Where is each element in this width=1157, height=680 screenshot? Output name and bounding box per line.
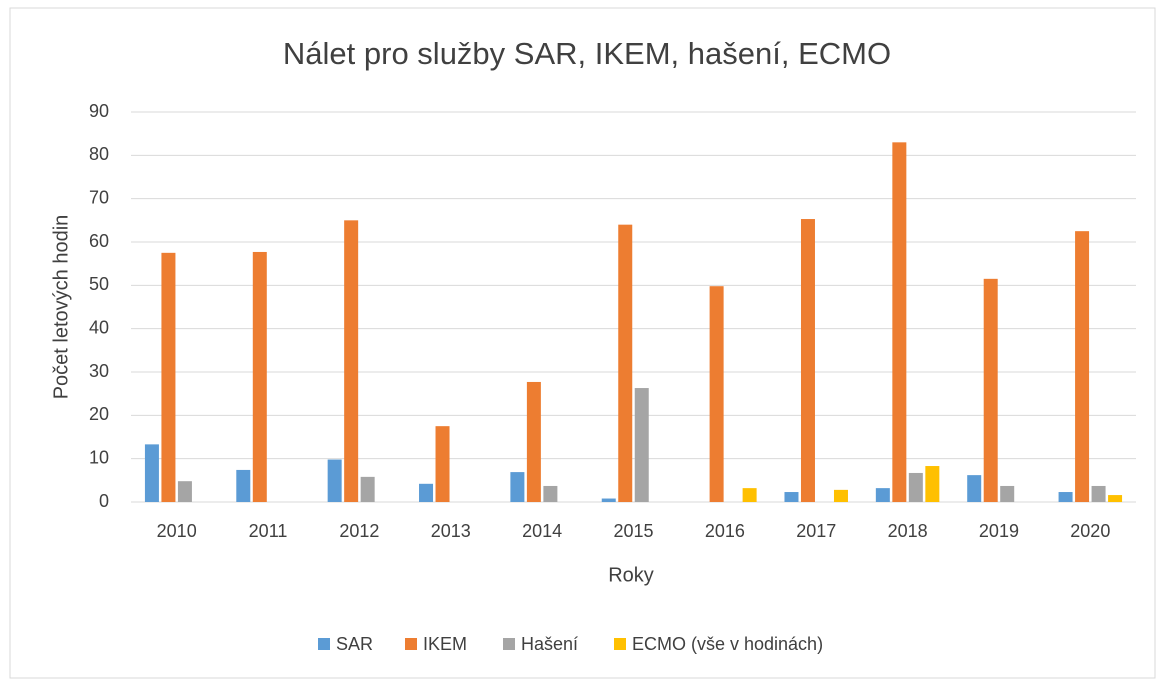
y-axis-label: Počet letových hodin xyxy=(50,215,72,400)
legend-swatch xyxy=(318,638,330,650)
bar xyxy=(742,488,757,502)
y-tick-label: 20 xyxy=(89,404,109,424)
y-tick-label: 50 xyxy=(89,274,109,294)
bar xyxy=(967,475,982,502)
bar xyxy=(1108,495,1123,502)
bar xyxy=(618,224,633,502)
bar xyxy=(360,476,375,502)
y-tick-label: 90 xyxy=(89,101,109,121)
y-tick-label: 60 xyxy=(89,231,109,251)
x-tick-label: 2015 xyxy=(613,521,653,541)
y-tick-label: 80 xyxy=(89,144,109,164)
bar xyxy=(144,444,159,502)
legend-swatch xyxy=(503,638,515,650)
x-tick-label: 2020 xyxy=(1070,521,1110,541)
x-tick-label: 2011 xyxy=(249,521,288,541)
x-tick-label: 2012 xyxy=(339,521,379,541)
bar xyxy=(236,469,251,502)
bar xyxy=(892,142,907,503)
bar xyxy=(1091,485,1106,502)
bar xyxy=(344,220,359,503)
bar xyxy=(875,488,890,502)
legend-label: Hašení xyxy=(521,634,578,654)
bar xyxy=(510,472,525,502)
bar xyxy=(327,459,342,502)
bar xyxy=(161,252,176,502)
x-tick-label: 2016 xyxy=(705,521,745,541)
y-tick-label: 0 xyxy=(99,491,109,511)
x-tick-label: 2010 xyxy=(157,521,197,541)
bar xyxy=(1058,492,1073,502)
y-tick-label: 40 xyxy=(89,317,109,337)
bar xyxy=(833,489,848,502)
x-tick-label: 2014 xyxy=(522,521,562,541)
y-tick-label: 10 xyxy=(89,447,109,467)
legend-label: IKEM xyxy=(423,634,467,654)
bar xyxy=(1000,485,1015,502)
bar xyxy=(543,485,558,502)
x-tick-label: 2013 xyxy=(431,521,471,541)
x-tick-label: 2019 xyxy=(979,521,1019,541)
legend-label: SAR xyxy=(336,634,373,654)
bar xyxy=(1075,231,1090,502)
bar xyxy=(634,388,649,502)
x-tick-label: 2018 xyxy=(888,521,928,541)
legend-swatch xyxy=(405,638,417,650)
bar xyxy=(709,286,724,502)
bar xyxy=(177,481,192,502)
bar xyxy=(925,466,940,502)
chart-title: Nálet pro služby SAR, IKEM, hašení, ECMO xyxy=(283,36,891,71)
bar xyxy=(419,483,434,502)
bar xyxy=(252,251,267,502)
legend-label: ECMO (vše v hodinách) xyxy=(632,634,823,654)
x-tick-label: 2017 xyxy=(796,521,836,541)
bar xyxy=(435,426,450,502)
y-tick-label: 30 xyxy=(89,361,109,381)
bar xyxy=(601,498,616,502)
x-axis-label: Roky xyxy=(608,564,654,586)
bar xyxy=(526,381,541,502)
bar xyxy=(983,278,998,502)
y-tick-label: 70 xyxy=(89,187,109,207)
bar xyxy=(784,492,799,502)
bar xyxy=(800,219,815,503)
bar xyxy=(908,472,923,502)
legend-swatch xyxy=(614,638,626,650)
chart-border xyxy=(9,7,1156,679)
